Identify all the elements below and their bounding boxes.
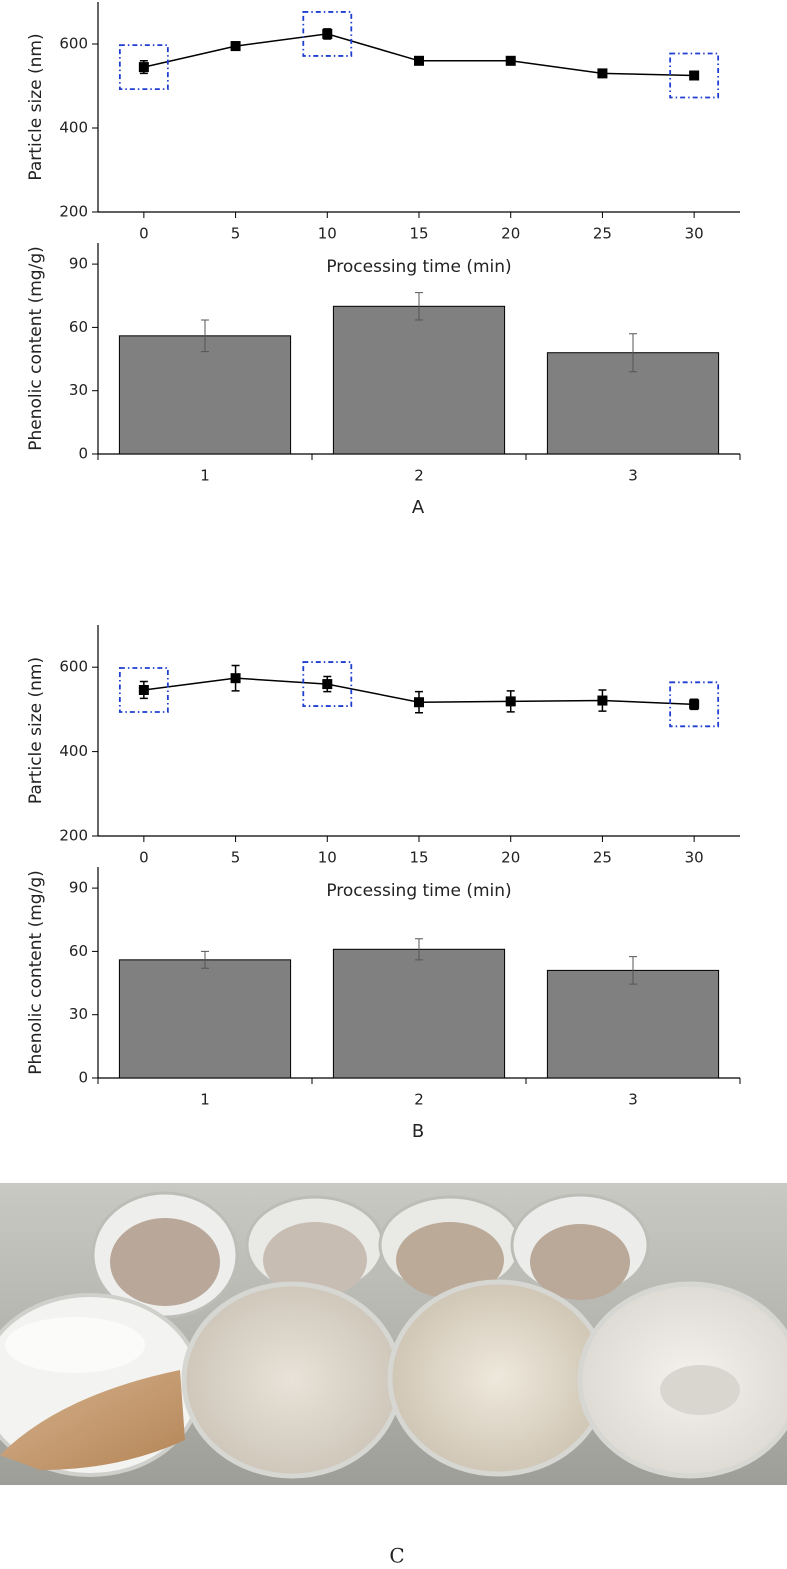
y-tick-label: 0 (78, 1069, 88, 1087)
x-tick-label: 20 (501, 225, 520, 243)
point (597, 68, 608, 79)
point (689, 699, 700, 710)
error-bar (629, 956, 637, 985)
y-tick-label: 30 (69, 1005, 88, 1023)
x-tick-label: 25 (593, 849, 612, 867)
x-tick-label: 3 (628, 1091, 638, 1109)
error-bar (629, 333, 637, 373)
x-tick-label: 20 (501, 849, 520, 867)
y-tick-label: 400 (59, 119, 88, 137)
point (414, 697, 424, 708)
x-tick-label: 15 (409, 849, 428, 867)
y-axis-label: Particle size (nm) (26, 33, 46, 180)
panel-label: C (389, 1544, 404, 1568)
highlight-box (302, 11, 353, 57)
y-tick-label: 90 (69, 879, 88, 897)
x-tick-label: 5 (231, 225, 241, 243)
point (138, 62, 149, 73)
bar (332, 948, 506, 1079)
y-tick-label: 600 (59, 35, 88, 53)
x-tick-label: 3 (628, 467, 638, 485)
point (322, 679, 333, 690)
y-tick-label: 600 (59, 658, 88, 676)
y-tick-label: 30 (69, 381, 88, 399)
panel-label: B (412, 1121, 424, 1142)
error-bar (201, 950, 209, 969)
highlight-box (118, 667, 169, 713)
x-tick-label: 10 (318, 225, 337, 243)
highlight-box (302, 661, 353, 707)
y-tick-label: 60 (69, 942, 88, 960)
error-bar (201, 319, 209, 353)
point (230, 673, 241, 684)
highlight-box (118, 44, 169, 90)
point (138, 684, 149, 695)
x-tick-label: 0 (139, 849, 149, 867)
x-tick-label: 0 (139, 225, 149, 243)
x-tick-label: 30 (685, 849, 704, 867)
x-tick-label: 15 (409, 225, 428, 243)
x-tick-label: 1 (200, 467, 210, 485)
x-axis-label: Processing time (min) (326, 257, 511, 277)
bar (118, 335, 292, 455)
x-axis-label: Processing time (min) (326, 881, 511, 901)
bar (546, 969, 720, 1079)
y-axis-label: Phenolic content (mg/g) (26, 870, 46, 1074)
x-tick-label: 2 (414, 1091, 424, 1109)
y-tick-label: 400 (59, 742, 88, 760)
line (143, 33, 695, 77)
y-axis-label: Particle size (nm) (26, 657, 46, 804)
point (505, 696, 516, 707)
x-tick-label: 30 (685, 225, 704, 243)
point (414, 55, 424, 66)
highlight-box (669, 681, 720, 728)
panel-label: A (412, 497, 425, 518)
point (689, 70, 700, 81)
y-tick-label: 90 (69, 255, 88, 273)
photo (0, 1183, 787, 1485)
bar (118, 959, 292, 1079)
error-bar (415, 292, 423, 321)
point (230, 41, 241, 52)
error-bar (415, 938, 423, 961)
y-tick-label: 0 (78, 445, 88, 463)
point (322, 28, 333, 39)
y-tick-label: 200 (59, 827, 88, 845)
x-tick-label: 5 (231, 849, 241, 867)
highlight-box (669, 52, 720, 99)
bar (332, 305, 506, 455)
x-tick-label: 1 (200, 1091, 210, 1109)
y-tick-label: 60 (69, 318, 88, 336)
y-axis-label: Phenolic content (mg/g) (26, 246, 46, 450)
point (597, 695, 608, 706)
x-tick-label: 2 (414, 467, 424, 485)
y-tick-label: 200 (59, 203, 88, 221)
point (505, 55, 516, 66)
x-tick-label: 10 (318, 849, 337, 867)
x-tick-label: 25 (593, 225, 612, 243)
